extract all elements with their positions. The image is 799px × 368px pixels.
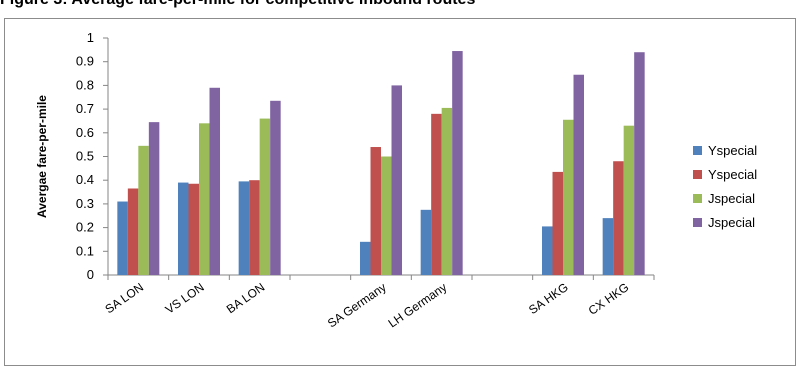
bar — [127, 188, 139, 275]
y-tick-label: 0.3 — [76, 196, 94, 211]
bar — [573, 74, 584, 275]
bar — [259, 118, 271, 275]
bar — [360, 241, 371, 275]
bar — [178, 182, 189, 275]
bar — [452, 51, 463, 275]
bar — [381, 156, 392, 275]
bar — [188, 183, 199, 275]
bar — [552, 171, 563, 275]
bar — [138, 145, 149, 275]
y-tick-label: 0 — [87, 267, 94, 282]
legend-label: Jspecial — [708, 215, 755, 230]
category-label: CX HKG — [586, 280, 632, 318]
bar — [370, 147, 381, 275]
bar — [420, 209, 432, 275]
category-label: LH Germany — [386, 280, 450, 330]
bar — [431, 113, 442, 275]
legend-swatch — [693, 194, 702, 203]
y-tick-label: 1 — [87, 30, 94, 45]
category-label: BA LON — [224, 280, 268, 316]
bar — [563, 119, 574, 275]
bar — [441, 107, 453, 275]
category-label: SA LON — [103, 280, 147, 316]
bar — [270, 100, 281, 276]
bar — [542, 226, 553, 275]
bar — [623, 125, 635, 275]
category-label: VS LON — [163, 280, 207, 317]
bar — [209, 87, 220, 276]
figure-title: Figure 3: Average fare-per-mile for comp… — [0, 0, 475, 9]
bar — [613, 161, 624, 275]
y-tick-label: 0.7 — [76, 101, 94, 116]
bar — [391, 85, 402, 276]
legend-label: Yspecial — [708, 143, 757, 158]
y-tick-label: 0.8 — [76, 77, 94, 92]
y-axis-label: Avergae fare-per-mile — [35, 95, 49, 218]
y-tick-label: 0.9 — [76, 54, 94, 69]
category-label: SA Germany — [325, 280, 389, 330]
legend-swatch — [693, 146, 702, 155]
legend-swatch — [693, 170, 702, 179]
bar — [249, 180, 260, 275]
y-tick-label: 0.5 — [76, 149, 94, 164]
legend-label: Yspecial — [708, 167, 757, 182]
y-tick-label: 0.2 — [76, 220, 94, 235]
y-tick-label: 0.6 — [76, 125, 94, 140]
legend-label: Jspecial — [708, 191, 755, 206]
y-tick-label: 0.1 — [76, 243, 94, 258]
bar — [117, 201, 128, 275]
bar — [602, 218, 614, 275]
category-label: SA HKG — [526, 280, 571, 317]
bar — [199, 123, 210, 275]
bar — [148, 122, 160, 275]
y-tick-label: 0.4 — [76, 172, 94, 187]
bar — [634, 52, 645, 275]
bar — [238, 181, 250, 275]
legend-swatch — [693, 218, 702, 227]
